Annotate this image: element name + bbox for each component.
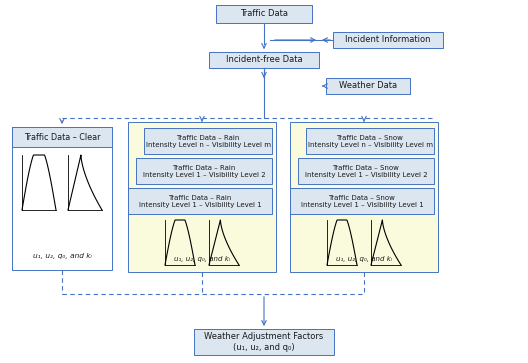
Text: u₁, u₂, q₀, and kₗ: u₁, u₂, q₀, and kₗ bbox=[174, 256, 230, 262]
Bar bbox=[12, 127, 112, 147]
Bar bbox=[136, 158, 272, 184]
Text: Incident-free Data: Incident-free Data bbox=[225, 56, 303, 65]
Text: Weather Adjustment Factors
(u₁, u₂, and q₀): Weather Adjustment Factors (u₁, u₂, and … bbox=[204, 332, 324, 352]
Text: Traffic Data – Snow
Intensity Level 1 – Visibility Level 1: Traffic Data – Snow Intensity Level 1 – … bbox=[300, 195, 423, 208]
Text: Traffic Data – Rain
Intensity Level 1 – Visibility Level 1: Traffic Data – Rain Intensity Level 1 – … bbox=[139, 195, 261, 208]
Bar bbox=[128, 122, 276, 272]
Bar bbox=[326, 78, 410, 94]
Text: u₁, u₂, q₀, and kₗ: u₁, u₂, q₀, and kₗ bbox=[33, 253, 91, 259]
Bar bbox=[290, 188, 434, 214]
Text: Weather Data: Weather Data bbox=[339, 82, 397, 90]
Bar bbox=[194, 329, 334, 355]
Bar bbox=[290, 122, 438, 272]
Text: Traffic Data – Rain
Intensity Level n – Visibility Level m: Traffic Data – Rain Intensity Level n – … bbox=[146, 135, 270, 147]
Text: Traffic Data – Clear: Traffic Data – Clear bbox=[24, 132, 100, 142]
Bar bbox=[12, 127, 112, 270]
Bar bbox=[333, 32, 443, 48]
Bar bbox=[144, 128, 272, 154]
Text: Traffic Data – Snow
Intensity Level n – Visibility Level m: Traffic Data – Snow Intensity Level n – … bbox=[307, 135, 432, 147]
Text: u₁, u₂, q₀, and kₗ: u₁, u₂, q₀, and kₗ bbox=[336, 256, 392, 262]
Text: Traffic Data: Traffic Data bbox=[240, 9, 288, 19]
Text: Incident Information: Incident Information bbox=[345, 36, 431, 45]
Bar bbox=[298, 158, 434, 184]
Bar bbox=[209, 52, 319, 68]
Text: Traffic Data – Rain
Intensity Level 1 – Visibility Level 2: Traffic Data – Rain Intensity Level 1 – … bbox=[143, 164, 265, 178]
Bar bbox=[306, 128, 434, 154]
Bar bbox=[128, 188, 272, 214]
Bar bbox=[216, 5, 312, 23]
Text: Traffic Data – Snow
Intensity Level 1 – Visibility Level 2: Traffic Data – Snow Intensity Level 1 – … bbox=[305, 164, 427, 178]
